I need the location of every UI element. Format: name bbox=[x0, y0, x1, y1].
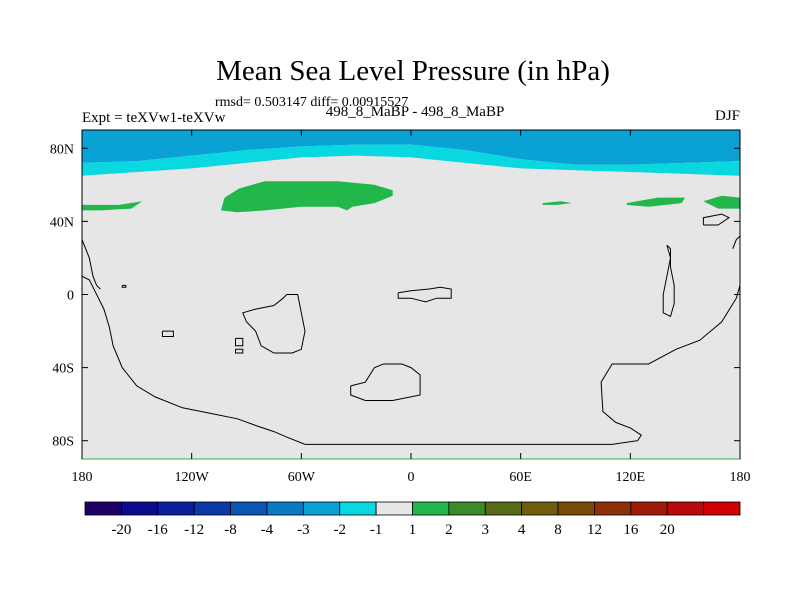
colorbar-box bbox=[666, 501, 705, 516]
x-tick-label: 180 bbox=[730, 470, 751, 485]
coastline-11 bbox=[732, 235, 740, 249]
colorbar-box bbox=[193, 501, 231, 516]
colorbar-box bbox=[120, 501, 159, 516]
coastline-5 bbox=[397, 286, 452, 303]
colorbar-box bbox=[521, 501, 559, 516]
period-label: 498_8_MaBP - 498_8_MaBP bbox=[325, 104, 505, 120]
anomaly-regions bbox=[82, 130, 740, 213]
colorbar-label: -12 bbox=[184, 522, 204, 538]
colorbar-box bbox=[84, 501, 122, 516]
colorbar-label: 4 bbox=[518, 522, 526, 538]
coastline-7 bbox=[662, 244, 675, 318]
colorbar-label: -16 bbox=[148, 522, 168, 538]
coastline-8 bbox=[702, 213, 730, 226]
colorbar-label: -3 bbox=[297, 522, 310, 538]
colorbar: -20 -16 -12 -8 -4 -3 -2 -1 1 2 3 4 8 12 16 20 bbox=[84, 501, 741, 538]
region-positive-anomaly-dateline bbox=[703, 195, 740, 209]
x-tick-label: 120E bbox=[616, 470, 646, 485]
colorbar-box bbox=[230, 501, 268, 516]
colorbar-label: 16 bbox=[623, 522, 639, 538]
coastline-3 bbox=[235, 348, 244, 354]
colorbar-label: -1 bbox=[370, 522, 383, 538]
x-tick-label: 60W bbox=[288, 470, 316, 485]
region-positive-anomaly-main bbox=[220, 181, 393, 213]
y-tick-label: 40N bbox=[50, 215, 74, 230]
region-high-lat-dark-band bbox=[82, 130, 740, 165]
colorbar-label: -8 bbox=[224, 522, 237, 538]
colorbar-box bbox=[302, 501, 341, 516]
x-axis: 180 120W 60W 0 60E 120E 180 bbox=[72, 130, 751, 485]
colorbar-label: -20 bbox=[111, 522, 131, 538]
colorbar-label: 2 bbox=[445, 522, 453, 538]
coastline-2 bbox=[235, 337, 244, 347]
colorbar-label: 20 bbox=[660, 522, 675, 538]
coastlines bbox=[82, 213, 740, 445]
colorbar-box bbox=[703, 501, 741, 516]
x-tick-label: 180 bbox=[72, 470, 93, 485]
season-label: DJF bbox=[714, 108, 740, 124]
colorbar-box bbox=[484, 501, 523, 516]
chart-title: Mean Sea Level Pressure (in hPa) bbox=[216, 55, 610, 87]
region-positive-anomaly-east-small bbox=[542, 201, 572, 205]
coastline-4 bbox=[242, 294, 306, 354]
colorbar-box bbox=[412, 501, 450, 516]
colorbar-box bbox=[630, 501, 668, 516]
x-tick-label: 120W bbox=[175, 470, 210, 485]
colorbar-box bbox=[266, 501, 304, 516]
chart-subtitle: rmsd= 0.503147 diff= 0.00915527 bbox=[215, 95, 409, 110]
x-tick-label: 0 bbox=[408, 470, 415, 485]
colorbar-box bbox=[557, 501, 595, 516]
colorbar-label: 8 bbox=[554, 522, 562, 538]
coastline-6 bbox=[350, 363, 421, 401]
x-tick-label: 60E bbox=[509, 470, 532, 485]
colorbar-label: -2 bbox=[333, 522, 346, 538]
y-tick-label: 80S bbox=[52, 435, 74, 450]
plot-background bbox=[82, 130, 740, 459]
y-tick-label: 40S bbox=[52, 362, 74, 377]
colorbar-label: -4 bbox=[261, 522, 274, 538]
region-high-lat-light-band bbox=[82, 144, 740, 176]
colorbar-box bbox=[594, 501, 632, 516]
colorbar-label: 3 bbox=[482, 522, 490, 538]
coastline-0 bbox=[82, 275, 740, 445]
y-axis: 80N 40N 0 40S 80S bbox=[50, 142, 740, 450]
region-positive-anomaly-east bbox=[626, 197, 686, 207]
experiment-label: Expt = teXVw1-teXVw bbox=[82, 110, 226, 126]
colorbar-box bbox=[375, 501, 413, 516]
plot-area bbox=[82, 130, 740, 459]
colorbar-box bbox=[339, 501, 377, 516]
coastline-10 bbox=[121, 284, 127, 288]
y-tick-label: 0 bbox=[67, 289, 74, 304]
colorbar-label: 1 bbox=[409, 522, 417, 538]
colorbar-box bbox=[157, 501, 195, 516]
region-positive-anomaly-west bbox=[82, 201, 143, 211]
colorbar-box bbox=[448, 501, 486, 516]
coastline-1 bbox=[161, 330, 174, 337]
coastline-9 bbox=[82, 239, 101, 290]
y-tick-label: 80N bbox=[50, 142, 74, 157]
colorbar-label: 12 bbox=[587, 522, 602, 538]
